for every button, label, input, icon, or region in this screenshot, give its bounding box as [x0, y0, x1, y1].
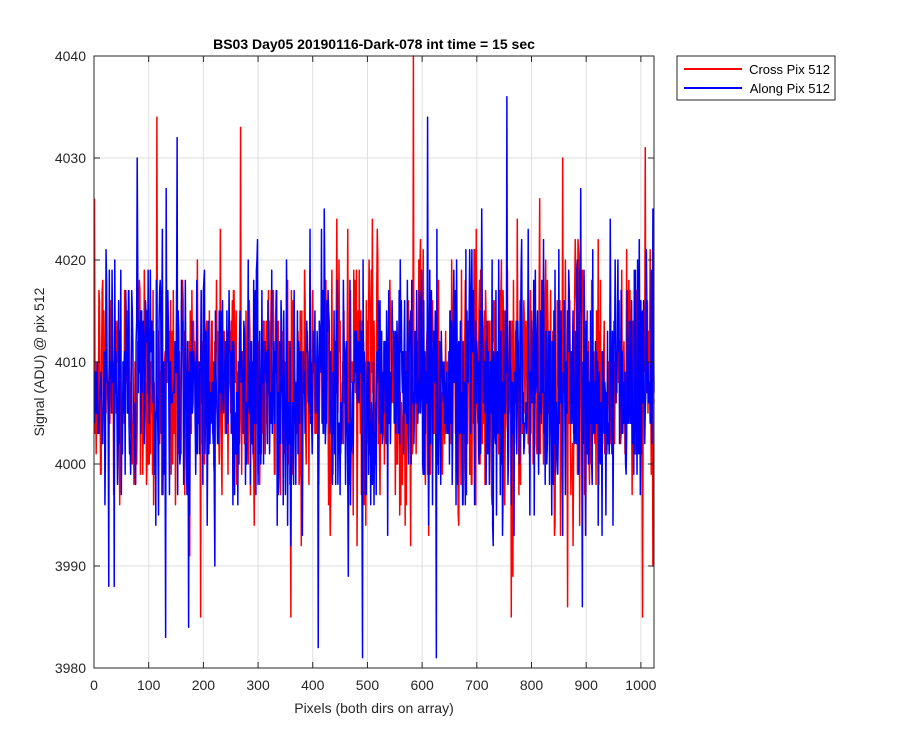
- y-tick-labels: 3980 3990 4000 4010 4020 4030 4040: [55, 48, 86, 676]
- x-tick-label: 100: [137, 677, 161, 693]
- legend-box: [676, 55, 836, 101]
- y-tick-label: 4020: [55, 252, 86, 268]
- series-line-along-pix: [93, 96, 655, 659]
- y-tick-label: 4000: [55, 456, 86, 472]
- x-axis-label: Pixels (both dirs on array): [294, 700, 454, 716]
- y-tick-label: 4040: [55, 48, 86, 64]
- x-tick-label: 0: [90, 677, 98, 693]
- y-axis-label: Signal (ADU) @ pix 512: [31, 287, 47, 436]
- x-tick-label: 700: [465, 677, 489, 693]
- legend-label-cross-pix: Cross Pix 512: [749, 62, 830, 77]
- y-tick-label: 4010: [55, 354, 86, 370]
- legend: Cross Pix 512 Along Pix 512: [676, 55, 836, 101]
- x-tick-label: 1000: [625, 677, 656, 693]
- legend-label-along-pix: Along Pix 512: [750, 81, 830, 96]
- y-tick-label: 3980: [55, 660, 86, 676]
- x-tick-labels: 0 100 200 300 400 500 600 700 800 900 1000: [90, 677, 657, 693]
- x-tick-label: 500: [356, 677, 380, 693]
- y-tick-label: 3990: [55, 558, 86, 574]
- chart-title: BS03 Day05 20190116-Dark-078 int time = …: [213, 36, 535, 52]
- x-tick-label: 400: [301, 677, 325, 693]
- x-tick-label: 800: [520, 677, 544, 693]
- x-tick-label: 900: [575, 677, 599, 693]
- y-tick-label: 4030: [55, 150, 86, 166]
- x-tick-label: 300: [246, 677, 270, 693]
- ticks: [93, 55, 654, 669]
- series-layer: [93, 55, 655, 659]
- x-tick-label: 600: [410, 677, 434, 693]
- x-tick-label: 200: [192, 677, 216, 693]
